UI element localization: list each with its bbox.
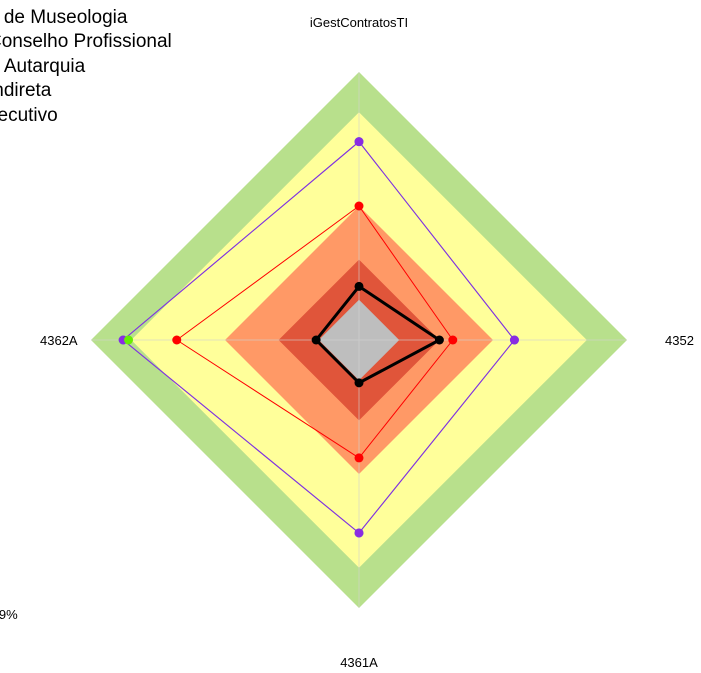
- data-point: [448, 335, 458, 345]
- axis-label: 4352: [665, 333, 694, 348]
- axis-label: 4361A: [340, 655, 378, 670]
- legend-item: xecutivo: [0, 105, 58, 126]
- data-point: [434, 335, 444, 345]
- legend-item: Indireta: [0, 80, 52, 101]
- legend-item: r: Autarquia: [0, 56, 86, 77]
- axis-label: iGestContratosTI: [310, 15, 408, 30]
- data-point: [311, 335, 321, 345]
- legend-item: Conselho Profissional: [0, 31, 172, 52]
- data-point: [354, 201, 364, 211]
- data-point: [354, 137, 364, 147]
- legend-item: o de Museologia: [0, 7, 128, 28]
- data-point: [354, 528, 364, 538]
- data-point: [354, 453, 364, 463]
- data-point: [354, 281, 364, 291]
- axis-label: 4362A: [40, 333, 78, 348]
- data-point: [509, 335, 519, 345]
- percent-legend-item: 9,9%: [0, 607, 18, 622]
- data-point: [354, 378, 364, 388]
- data-point: [172, 335, 182, 345]
- data-point: [124, 335, 134, 345]
